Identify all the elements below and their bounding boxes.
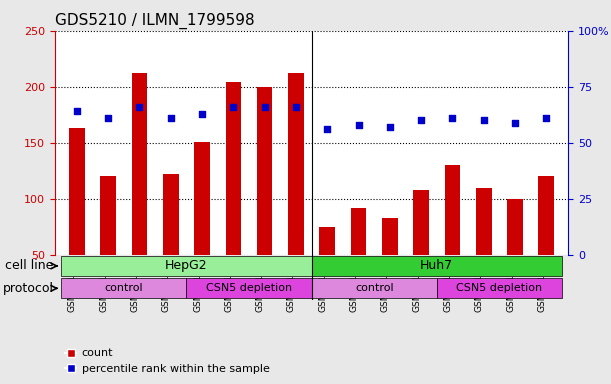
Point [197, 111, 207, 117]
Bar [163, 174, 178, 255]
Point [323, 126, 332, 132]
Text: control: control [355, 283, 393, 293]
Point [354, 122, 364, 128]
Bar [445, 165, 460, 255]
Text: Huh7: Huh7 [420, 260, 453, 272]
Point [166, 115, 176, 121]
Point [385, 124, 395, 130]
Point [479, 117, 489, 123]
FancyBboxPatch shape [312, 278, 437, 298]
Point [260, 104, 269, 110]
Point [229, 104, 238, 110]
Bar [69, 128, 85, 255]
Text: HepG2: HepG2 [165, 260, 208, 272]
Point [72, 108, 82, 114]
Bar [351, 208, 367, 255]
Bar [194, 142, 210, 255]
Text: control: control [104, 283, 143, 293]
Text: protocol: protocol [2, 282, 53, 295]
Bar [382, 218, 398, 255]
Legend: count, percentile rank within the sample: count, percentile rank within the sample [60, 344, 274, 379]
Bar [538, 176, 554, 255]
FancyBboxPatch shape [186, 278, 312, 298]
Text: cell line: cell line [5, 260, 53, 272]
Bar [100, 176, 116, 255]
Text: GDS5210 / ILMN_1799598: GDS5210 / ILMN_1799598 [55, 13, 255, 29]
Text: CSN5 depletion: CSN5 depletion [456, 283, 543, 293]
Point [447, 115, 457, 121]
FancyBboxPatch shape [312, 256, 562, 276]
FancyBboxPatch shape [61, 278, 186, 298]
Point [134, 104, 144, 110]
Bar [476, 187, 492, 255]
Bar [288, 73, 304, 255]
Bar [507, 199, 523, 255]
Bar [413, 190, 429, 255]
Point [416, 117, 426, 123]
Bar [131, 73, 147, 255]
Point [103, 115, 113, 121]
FancyBboxPatch shape [437, 278, 562, 298]
Bar [320, 227, 335, 255]
Text: CSN5 depletion: CSN5 depletion [206, 283, 292, 293]
Point [541, 115, 551, 121]
Point [510, 119, 520, 126]
Point [291, 104, 301, 110]
FancyBboxPatch shape [61, 256, 312, 276]
Bar [257, 87, 273, 255]
Bar [225, 82, 241, 255]
